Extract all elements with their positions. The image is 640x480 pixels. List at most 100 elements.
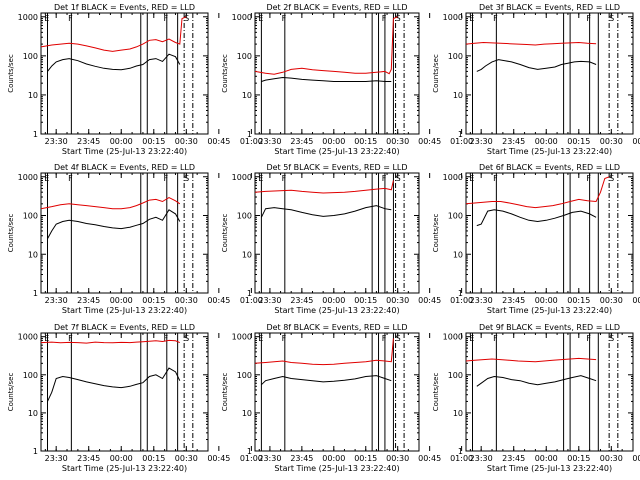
event-letter: E [469, 174, 474, 183]
event-letter: F [164, 334, 169, 343]
x-tick-label: 23:45 [77, 296, 100, 305]
x-tick-label: 00:15 [142, 454, 165, 463]
event-letter: F [282, 14, 287, 23]
event-letter: F [68, 14, 73, 23]
y-tick-label: 1 [247, 130, 252, 139]
x-tick-label: 00:00 [535, 137, 558, 146]
x-tick-label: 00:15 [354, 137, 377, 146]
y-tick-label: 1000 [443, 13, 463, 22]
chart-panel-9: 1 10 100 1000 23:30 23:45 00:00 00:15 00:30 00:45… [432, 323, 640, 473]
x-tick-label: 00:15 [567, 296, 590, 305]
x-tick-label: 00:45 [207, 454, 230, 463]
x-tick-label: 00:30 [600, 137, 623, 146]
x-tick-label: 23:45 [77, 454, 100, 463]
x-tick-label: 00:00 [110, 137, 133, 146]
y-tick-label: 1 [458, 447, 463, 456]
x-axis-label: Start Time (25-Jul-13 23:22:40) [487, 464, 612, 473]
x-tick-label: 00:30 [175, 296, 198, 305]
event-letter: F [382, 174, 387, 183]
event-letter: F [493, 334, 498, 343]
series-lld-line [465, 357, 597, 363]
chart-panel-7: 1 10 100 1000 23:30 23:45 00:00 00:15 00:30 00:45… [7, 323, 263, 473]
x-tick-label: 00:45 [632, 454, 640, 463]
series-events-line [261, 76, 392, 82]
x-tick-label: 00:00 [322, 137, 345, 146]
event-letter: F [382, 334, 387, 343]
x-tick-label: 00:30 [600, 454, 623, 463]
y-tick-label: 100 [237, 371, 252, 380]
y-axis-label: Counts/sec [432, 214, 440, 253]
y-tick-label: 1000 [18, 333, 38, 342]
x-tick-label: 23:30 [258, 137, 281, 146]
event-letter: S [184, 334, 189, 343]
plot-frame [254, 332, 420, 452]
event-letter: E [258, 334, 263, 343]
y-axis-label: Counts/sec [7, 373, 15, 412]
x-tick-label: 01:00 [240, 137, 263, 146]
y-tick-label: 1 [33, 130, 38, 139]
event-letter: E [469, 14, 474, 23]
chart-title: Det 5f BLACK = Events, RED = LLD [266, 163, 407, 172]
event-letter: F [282, 174, 287, 183]
y-axis-label: Counts/sec [7, 214, 15, 253]
x-tick-label: 23:45 [290, 296, 313, 305]
y-axis-label: Counts/sec [221, 214, 229, 253]
x-tick-label: 00:00 [535, 454, 558, 463]
y-tick-label: 1000 [443, 333, 463, 342]
chart-panel-4: 1 10 100 1000 23:30 23:45 00:00 00:15 00:30 00:45… [7, 163, 263, 315]
series-events-line [260, 205, 392, 218]
x-tick-label: 00:15 [567, 137, 590, 146]
y-tick-label: 1 [458, 130, 463, 139]
plot-frame [40, 332, 209, 452]
plot-frame [254, 12, 420, 135]
plot-frame [465, 332, 634, 452]
y-tick-label: 100 [237, 212, 252, 221]
series-events-line [476, 375, 597, 387]
y-tick-label: 1 [247, 289, 252, 298]
y-axis-label: Counts/sec [432, 373, 440, 412]
event-letter: S [396, 174, 401, 183]
x-tick-label: 00:00 [322, 296, 345, 305]
series-lld-line [254, 180, 394, 194]
x-tick-label: 00:30 [386, 137, 409, 146]
y-tick-label: 1 [33, 289, 38, 298]
x-tick-label: 01:00 [450, 296, 473, 305]
plot-frame [254, 172, 420, 294]
x-tick-label: 01:00 [450, 454, 473, 463]
event-letter: F [493, 14, 498, 23]
event-letter: E [44, 334, 49, 343]
x-tick-label: 23:30 [470, 454, 493, 463]
plot-frame [40, 12, 209, 135]
plot-frame [465, 172, 634, 294]
x-axis-label: Start Time (25-Jul-13 23:22:40) [274, 464, 399, 473]
x-tick-label: 00:15 [354, 296, 377, 305]
event-letter: S [184, 174, 189, 183]
chart-title: Det 3f BLACK = Events, RED = LLD [479, 3, 620, 12]
series-lld-line [254, 338, 394, 366]
event-letter: S [609, 334, 614, 343]
x-tick-label: 23:30 [258, 454, 281, 463]
x-tick-label: 23:30 [258, 296, 281, 305]
series-events-line [47, 53, 181, 72]
y-tick-label: 1000 [232, 13, 252, 22]
chart-title: Det 9f BLACK = Events, RED = LLD [479, 323, 620, 332]
x-tick-label: 01:00 [240, 296, 263, 305]
event-letter: E [258, 174, 263, 183]
event-letter: F [586, 174, 591, 183]
series-lld-line [254, 16, 398, 75]
y-tick-label: 1 [247, 447, 252, 456]
x-axis-label: Start Time (25-Jul-13 23:22:40) [487, 147, 612, 156]
event-letter: F [68, 334, 73, 343]
x-tick-label: 00:00 [535, 296, 558, 305]
y-tick-label: 100 [237, 52, 252, 61]
event-letter: F [586, 334, 591, 343]
event-letter: S [609, 174, 614, 183]
x-tick-label: 00:00 [322, 454, 345, 463]
series-lld-line [40, 339, 180, 344]
event-letter: E [469, 334, 474, 343]
y-tick-label: 10 [28, 91, 38, 100]
event-letter: F [164, 14, 169, 23]
y-axis-label: Counts/sec [221, 373, 229, 412]
y-tick-label: 100 [448, 371, 463, 380]
